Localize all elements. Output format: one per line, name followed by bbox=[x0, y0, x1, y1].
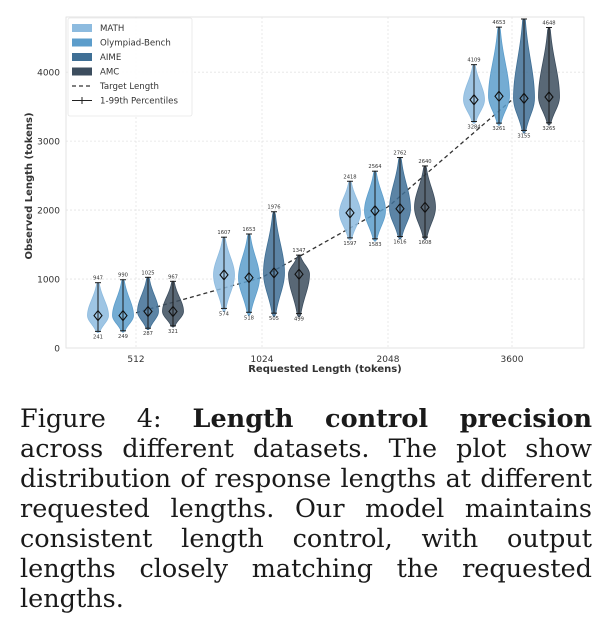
legend-label: Olympiad-Bench bbox=[100, 39, 171, 49]
p1-label: 499 bbox=[294, 317, 304, 323]
x-tick-label: 512 bbox=[127, 355, 144, 365]
median-marker bbox=[219, 269, 229, 281]
caption-title: Length control precision bbox=[192, 404, 593, 434]
median-marker bbox=[420, 201, 430, 214]
legend-swatch bbox=[72, 53, 92, 61]
legend-swatch bbox=[72, 24, 92, 32]
p99-label: 4109 bbox=[467, 58, 480, 64]
violin-layer: 947 241 1607 574 2418 1597 4109 3284 990 249 1653 5… bbox=[87, 18, 560, 340]
y-tick-label: 0 bbox=[54, 345, 60, 355]
p99-label: 1607 bbox=[217, 230, 230, 236]
median-marker bbox=[168, 305, 178, 318]
p99-label: 967 bbox=[168, 274, 178, 280]
x-tick-label: 3600 bbox=[501, 355, 524, 365]
median-marker bbox=[345, 206, 355, 219]
p1-label: 1616 bbox=[393, 240, 406, 246]
y-axis-label: Observed Length (tokens) bbox=[24, 112, 35, 259]
median-marker bbox=[269, 266, 279, 279]
legend-label: Target Length bbox=[99, 82, 159, 92]
median-marker bbox=[93, 309, 103, 322]
legend-label: MATH bbox=[100, 24, 124, 34]
p1-label: 505 bbox=[269, 316, 279, 322]
p99-label: 1653 bbox=[242, 227, 255, 233]
legend-box bbox=[67, 17, 193, 117]
caption-label: Figure 4: bbox=[20, 404, 162, 434]
x-tick-label: 2048 bbox=[377, 355, 400, 365]
p1-label: 574 bbox=[219, 311, 230, 317]
legend-label: 1-99th Percentiles bbox=[100, 97, 178, 107]
p1-label: 321 bbox=[168, 329, 178, 335]
p1-label: 1583 bbox=[368, 242, 381, 248]
violin-chart: 947 241 1607 574 2418 1597 4109 3284 990 249 1653 5… bbox=[24, 16, 585, 375]
p99-label: 4653 bbox=[492, 20, 505, 26]
caption-text: across different datasets. The plot show… bbox=[20, 434, 592, 614]
median-marker bbox=[370, 204, 380, 217]
p1-label: 249 bbox=[118, 334, 128, 340]
y-tick-label: 2000 bbox=[37, 207, 60, 217]
target-length-line bbox=[135, 99, 513, 314]
y-tick-label: 1000 bbox=[37, 276, 60, 286]
p1-label: 3284 bbox=[467, 125, 481, 131]
p1-label: 1608 bbox=[418, 240, 431, 246]
p99-label: 990 bbox=[118, 273, 128, 279]
median-marker bbox=[544, 91, 554, 103]
legend-swatch bbox=[72, 38, 92, 47]
x-axis-label: Requested Length (tokens) bbox=[248, 364, 402, 375]
p1-label: 241 bbox=[93, 334, 103, 340]
p99-label: 2762 bbox=[393, 151, 406, 157]
p1-label: 1597 bbox=[343, 241, 356, 247]
median-marker bbox=[519, 92, 529, 105]
target-layer bbox=[135, 99, 513, 314]
p1-label: 3261 bbox=[492, 126, 505, 132]
p99-label: 1025 bbox=[141, 270, 154, 276]
p1-label: 3155 bbox=[517, 133, 530, 139]
median-marker bbox=[494, 90, 504, 103]
p99-label: 2564 bbox=[368, 164, 382, 170]
median-marker bbox=[395, 202, 405, 215]
figure-caption: Figure 4: Length control precision acros… bbox=[20, 404, 592, 614]
p99-label: 1347 bbox=[292, 248, 305, 254]
p1-label: 3265 bbox=[542, 126, 555, 132]
p99-label: 2640 bbox=[418, 159, 431, 165]
p99-label: 1976 bbox=[267, 205, 280, 211]
median-marker bbox=[244, 271, 254, 284]
legend-label: AMC bbox=[100, 68, 119, 78]
p1-label: 518 bbox=[244, 315, 254, 321]
median-marker bbox=[294, 268, 304, 281]
p99-label: 947 bbox=[93, 276, 103, 282]
legend-label: AIME bbox=[100, 53, 121, 63]
axis-layer: 0 1000 2000 3000 4000 512 1024 2048 3600 bbox=[37, 69, 524, 365]
p99-label: 4648 bbox=[542, 20, 555, 26]
legend-swatch bbox=[72, 67, 92, 76]
y-tick-label: 3000 bbox=[37, 138, 60, 148]
median-marker bbox=[469, 93, 479, 106]
median-marker bbox=[143, 305, 153, 318]
p1-label: 287 bbox=[143, 331, 153, 337]
y-tick-label: 4000 bbox=[37, 69, 60, 79]
p99-label: 2418 bbox=[343, 174, 356, 180]
median-marker bbox=[118, 309, 128, 322]
x-tick-label: 1024 bbox=[251, 355, 274, 365]
legend: MATH Olympiad-Bench AIME AMC Target Length 1-… bbox=[67, 17, 193, 117]
